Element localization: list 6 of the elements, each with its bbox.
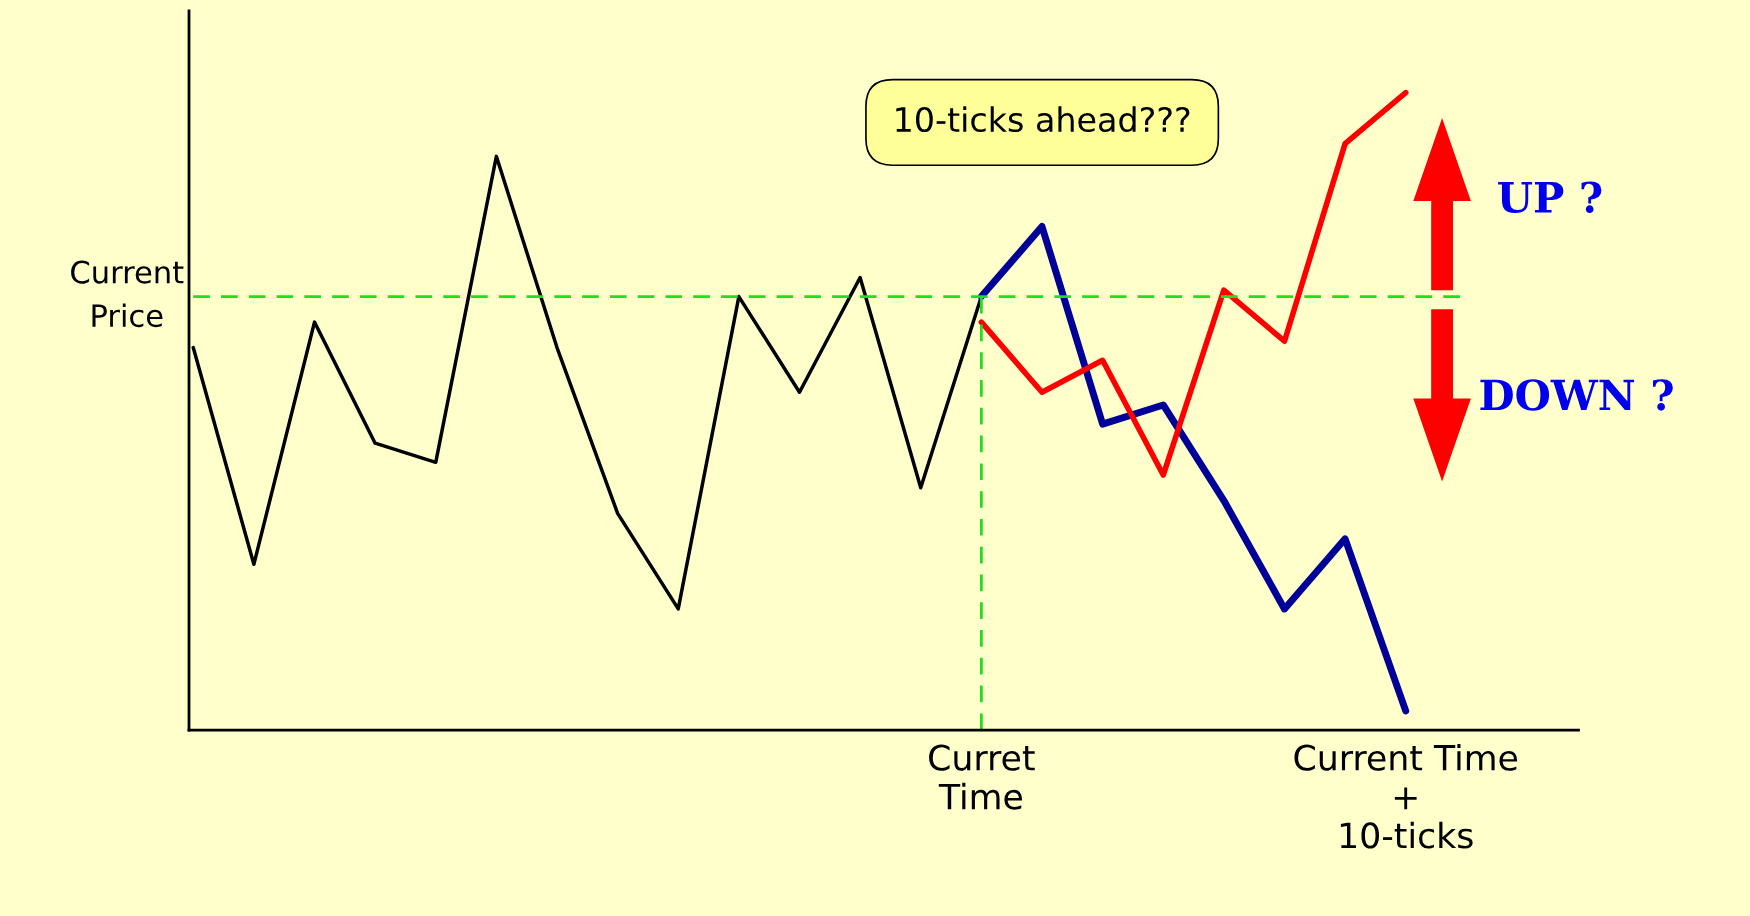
text: DOWN ?: [1480, 379, 1673, 411]
text: UP ?: [1498, 181, 1602, 214]
x-tick-label: Curret Time: [929, 744, 1035, 810]
annotation: 10-ticks ahead???: [896, 106, 1190, 133]
ref-line-label: Current Price: [71, 260, 184, 328]
x-tick-label: Current Time + 10-ticks: [1294, 743, 1518, 849]
